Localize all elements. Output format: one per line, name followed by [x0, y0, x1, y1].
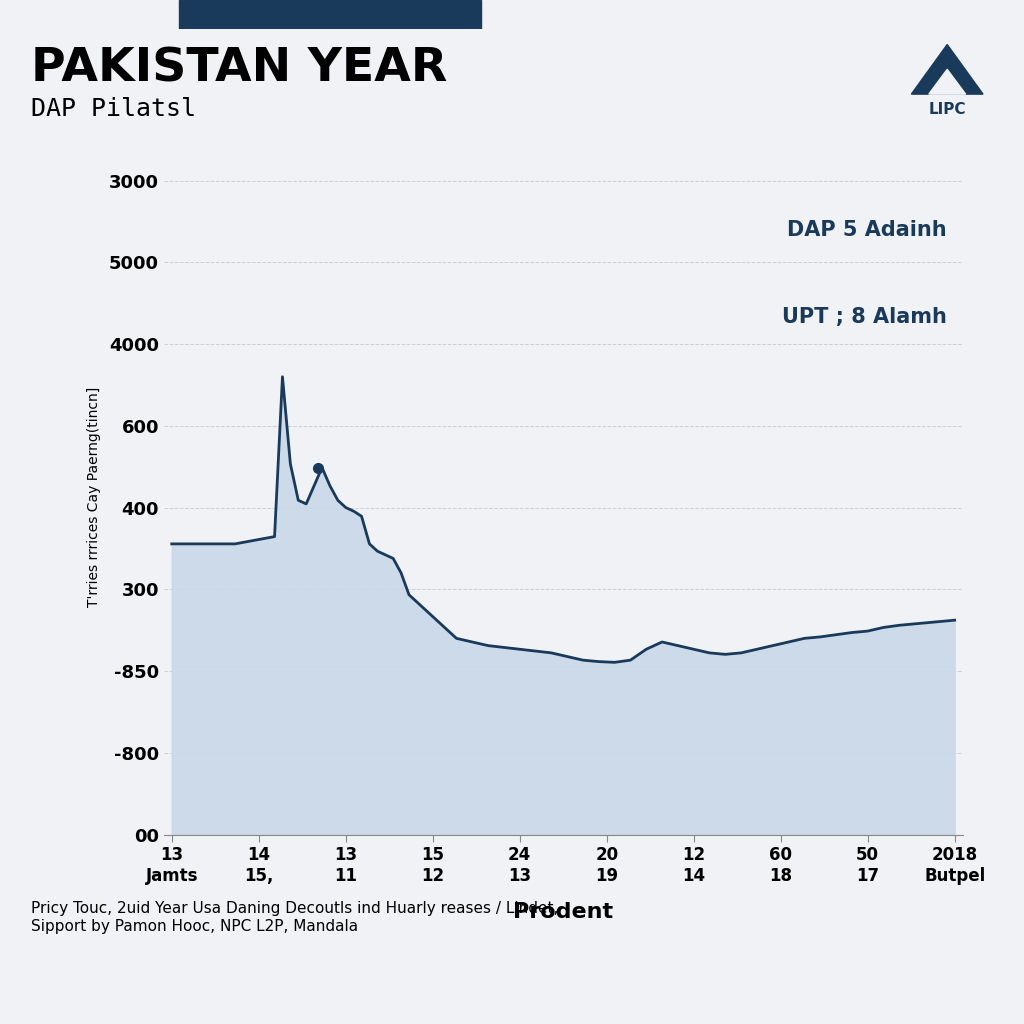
Text: Pricy Touc, 2uid Year Usa Daning Decoutls ind Huarly reases / Lindet,
Sipport by: Pricy Touc, 2uid Year Usa Daning Decoutl…: [31, 901, 558, 934]
Text: DAP 5 Adainh: DAP 5 Adainh: [787, 219, 946, 240]
Polygon shape: [911, 44, 983, 94]
Y-axis label: T'rries rrrices Cay Paerng(tincn]: T'rries rrrices Cay Paerng(tincn]: [87, 386, 100, 607]
Text: LIPC: LIPC: [929, 102, 966, 118]
Polygon shape: [929, 70, 966, 94]
Text: UPT ; 8 Alamh: UPT ; 8 Alamh: [781, 307, 946, 328]
Text: PAKISTAN YEAR: PAKISTAN YEAR: [31, 46, 447, 91]
Bar: [179, 0, 481, 29]
Text: DAP Pilatsl: DAP Pilatsl: [31, 97, 196, 121]
X-axis label: Prodent: Prodent: [513, 902, 613, 922]
